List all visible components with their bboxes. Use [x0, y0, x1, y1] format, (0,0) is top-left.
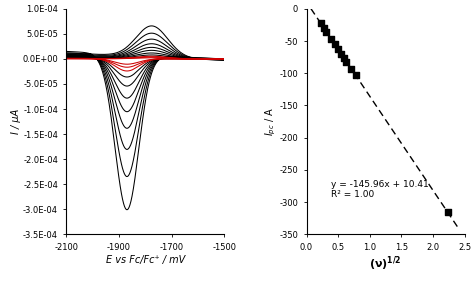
Point — [337, 51, 345, 56]
X-axis label: $\mathbf{(\nu)^{1/2}}$: $\mathbf{(\nu)^{1/2}}$ — [369, 255, 402, 273]
Point — [331, 42, 338, 47]
Point — [347, 66, 355, 71]
Point — [444, 210, 452, 215]
Point — [317, 21, 325, 25]
Point — [352, 73, 359, 77]
Y-axis label: $\mathit{I}_{pc}$ / A: $\mathit{I}_{pc}$ / A — [264, 107, 278, 136]
Point — [343, 59, 350, 64]
Text: y = -145.96x + 10.41
R² = 1.00: y = -145.96x + 10.41 R² = 1.00 — [330, 180, 428, 199]
Point — [327, 36, 335, 41]
Point — [320, 25, 328, 30]
Point — [323, 30, 330, 34]
Point — [340, 55, 348, 60]
X-axis label: E vs Fc/Fc⁺ / mV: E vs Fc/Fc⁺ / mV — [106, 255, 185, 265]
Point — [334, 47, 342, 52]
Y-axis label: I / μA: I / μA — [11, 109, 21, 134]
